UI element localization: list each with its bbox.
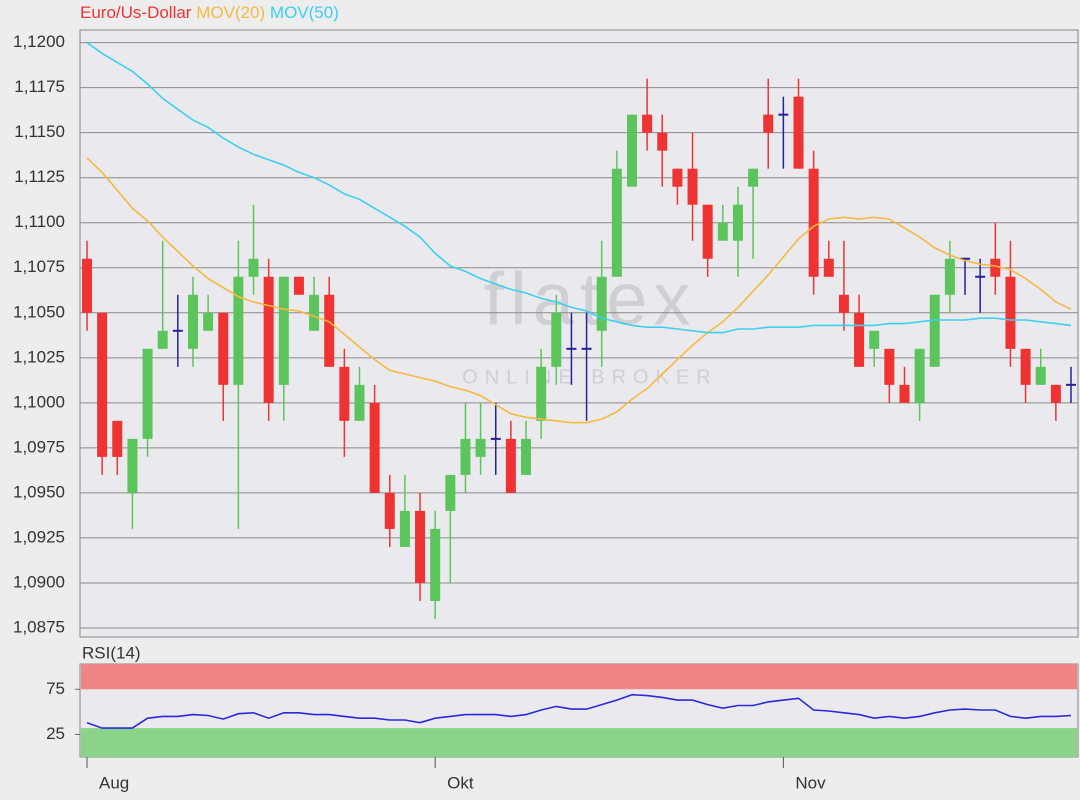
candle-body <box>687 168 698 205</box>
x-tick-label: Okt <box>447 773 474 792</box>
candle-body <box>142 348 153 439</box>
y-tick-label: 1,1075 <box>13 257 65 276</box>
candle-body <box>248 258 259 277</box>
candle-body <box>339 366 350 421</box>
legend: Euro/Us-Dollar MOV(20) MOV(50) <box>80 3 339 22</box>
candle-body <box>914 348 925 403</box>
candle-body <box>1050 384 1061 403</box>
candle-body <box>763 114 774 133</box>
y-tick-label: 1,1125 <box>14 167 65 186</box>
candle-body <box>1035 366 1046 385</box>
rsi-line <box>86 693 1072 729</box>
candle-body <box>869 330 880 349</box>
candle-body <box>157 330 168 349</box>
candle-body <box>732 204 743 241</box>
candle-body <box>187 294 198 349</box>
y-tick-label: 1,0975 <box>13 437 65 456</box>
y-tick-label: 25 <box>46 724 65 743</box>
moving-average-line <box>86 41 1072 334</box>
candle-body <box>521 438 532 475</box>
candle-body <box>430 528 441 601</box>
candle-body <box>823 258 834 277</box>
candle-body <box>672 168 683 187</box>
candle-body <box>596 276 607 331</box>
candle-body <box>460 438 471 475</box>
y-tick-label: 1,1025 <box>13 347 65 366</box>
candle-body <box>657 132 668 151</box>
x-tick-label: Aug <box>99 773 129 792</box>
candle-body <box>611 168 622 277</box>
candle-body <box>748 168 759 187</box>
candle-body <box>384 492 395 529</box>
y-tick-label: 1,1050 <box>13 302 65 321</box>
candle-body <box>309 294 320 331</box>
candle-body <box>626 114 637 187</box>
y-tick-label: 1,0900 <box>13 572 65 591</box>
y-tick-label: 1,1200 <box>13 32 65 51</box>
candle-body <box>1020 348 1031 385</box>
candle-body <box>369 402 380 493</box>
candle-body <box>944 258 955 295</box>
moving-average-line <box>86 157 1072 424</box>
candle-body <box>808 168 819 277</box>
candle-body <box>793 96 804 169</box>
candle-body <box>354 384 365 421</box>
candle-body <box>203 312 214 331</box>
y-tick-label: 1,0950 <box>13 482 65 501</box>
candle-body <box>127 438 138 493</box>
candle-body <box>82 258 92 313</box>
watermark-tagline: ONLINE BROKER <box>462 366 717 388</box>
rsi-title: RSI(14) <box>82 643 141 662</box>
y-tick-label: 1,1175 <box>14 77 65 96</box>
y-tick-label: 1,0925 <box>13 527 65 546</box>
candle-body <box>884 348 895 385</box>
candle-body <box>399 510 410 547</box>
y-tick-label: 75 <box>46 679 65 698</box>
y-tick-label: 1,1000 <box>13 392 65 411</box>
candle-body <box>218 312 229 385</box>
candle-body <box>854 312 865 367</box>
candle-body <box>642 114 653 133</box>
y-tick-label: 1,0875 <box>13 617 65 636</box>
candle-body <box>233 276 244 385</box>
candle-body <box>324 294 335 367</box>
candle-body <box>263 276 274 403</box>
rsi-band <box>81 664 1077 690</box>
legend-entry: Euro/Us-Dollar <box>80 3 192 22</box>
candle-body <box>1005 276 1016 349</box>
candle-body <box>112 420 123 457</box>
candle-body <box>838 294 849 313</box>
y-tick-label: 1,1100 <box>14 212 65 231</box>
legend-entry: MOV(20) <box>196 3 265 22</box>
candle-body <box>97 312 108 457</box>
candle-body <box>445 474 456 511</box>
candle-body <box>929 294 940 367</box>
candle-body <box>702 204 713 259</box>
candle-body <box>551 312 562 367</box>
y-tick-label: 1,1150 <box>14 122 65 141</box>
candle-body <box>536 366 547 421</box>
x-tick-label: Nov <box>795 773 826 792</box>
candle-body <box>278 276 289 385</box>
legend-entry: MOV(50) <box>270 3 339 22</box>
candle-body <box>990 258 1001 277</box>
price-plot-area <box>79 29 1079 638</box>
rsi-band <box>81 728 1077 757</box>
candle-body <box>293 276 304 295</box>
candle-body <box>505 438 516 493</box>
candle-body <box>415 510 426 583</box>
candle-body <box>475 438 486 457</box>
candle-body <box>717 222 728 241</box>
candle-body <box>899 384 910 403</box>
